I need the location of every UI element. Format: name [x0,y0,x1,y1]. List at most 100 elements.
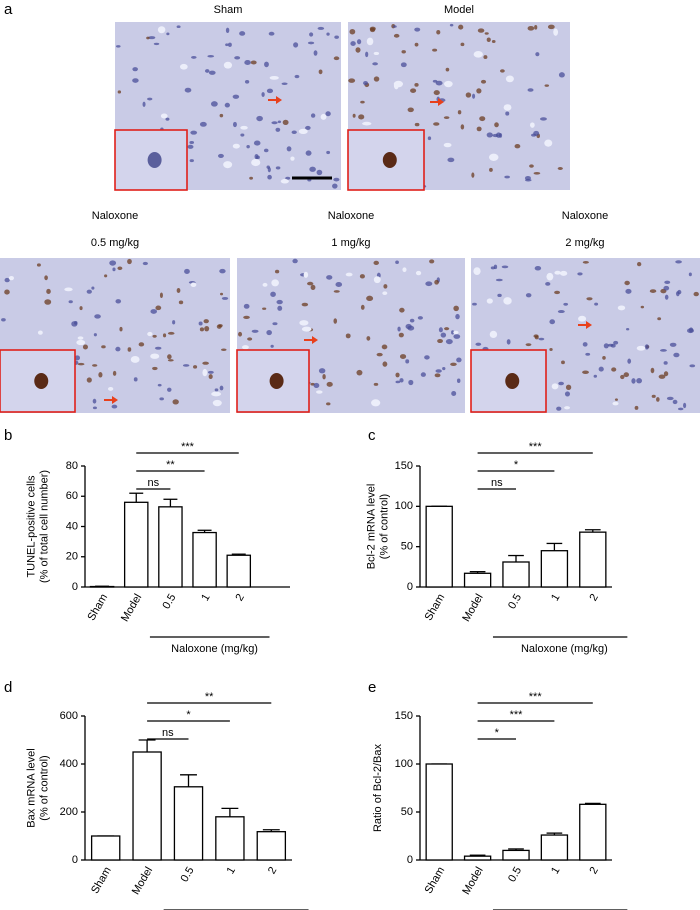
cell [414,122,420,127]
cell [152,366,158,371]
vacuole [271,279,279,287]
cell [627,358,632,364]
vacuole [320,113,327,120]
group-label: Naloxone (mg/kg) [171,643,258,655]
cell [640,305,645,309]
cell [153,42,160,46]
cell [651,394,656,398]
cell [286,146,292,152]
cell [263,148,269,153]
cell [187,144,194,149]
cell [534,335,539,340]
vacuole [578,315,587,322]
bar [123,501,149,588]
cell [250,60,257,65]
cell [432,48,438,52]
inset-cell [505,373,520,389]
cell [199,327,205,332]
cell [547,24,555,30]
cell [434,279,439,285]
cell [276,299,283,305]
bar [463,572,492,588]
cell [603,343,609,349]
cell [176,287,181,293]
inset-cell [34,373,49,389]
cell [465,92,472,98]
cell [407,107,414,113]
cell [256,115,263,122]
cell [191,56,197,59]
cell [356,369,363,376]
cell [133,377,138,382]
vacuole [530,122,535,128]
cell [36,263,41,267]
vacuole [301,326,312,332]
cell [582,370,589,375]
arrow-head [586,321,592,329]
bar [132,751,162,861]
cell [480,79,487,84]
cell [333,177,340,182]
vacuole [362,121,372,126]
cell [490,266,496,270]
cell [193,365,198,369]
y-tick-label: 20 [66,551,78,563]
cell [495,132,502,138]
cell [677,407,684,411]
cell [451,330,455,335]
cell [46,288,51,294]
vacuole [316,390,323,394]
cell [577,272,583,276]
cell [443,116,450,120]
cell [74,355,81,361]
cell [243,303,250,309]
cell [398,332,404,338]
cell [216,324,222,329]
cell [333,56,340,61]
cell [417,316,423,320]
cell [664,280,671,285]
cell [447,157,455,163]
cell [232,94,240,99]
cell [650,367,655,374]
x-tick-label: 2 [587,865,600,876]
cell [455,313,460,320]
cell [326,275,333,280]
cell [270,344,274,348]
cell [243,315,250,319]
cell [44,299,52,305]
cell [176,25,181,29]
cell [649,289,657,293]
panel-label: d [4,679,12,696]
y-tick-label: 50 [401,541,413,553]
vacuole [489,330,498,339]
x-tick-label: Sham [89,865,114,896]
vacuole [505,75,514,83]
cell [399,354,407,360]
y-tick-label: 600 [60,710,78,722]
cell [475,342,482,346]
vacuole [190,282,197,288]
cell [504,175,511,179]
bar [192,531,217,588]
x-tick-label: 2 [266,865,279,876]
significance-label: * [495,727,500,739]
significance-label: *** [510,709,524,721]
cell [637,261,642,267]
cell [238,331,243,337]
cell [458,24,464,30]
cell [525,178,532,182]
cell [440,332,447,338]
cell [310,284,316,291]
y-axis-label: Bax mRNA level [25,748,37,827]
cell [310,113,316,118]
cell [450,362,457,366]
x-tick-label: Sham [85,592,110,623]
cell [658,374,666,379]
vacuole [150,353,160,359]
cell [598,366,604,372]
cell [408,379,414,386]
cell [267,174,272,180]
cell [456,378,461,383]
